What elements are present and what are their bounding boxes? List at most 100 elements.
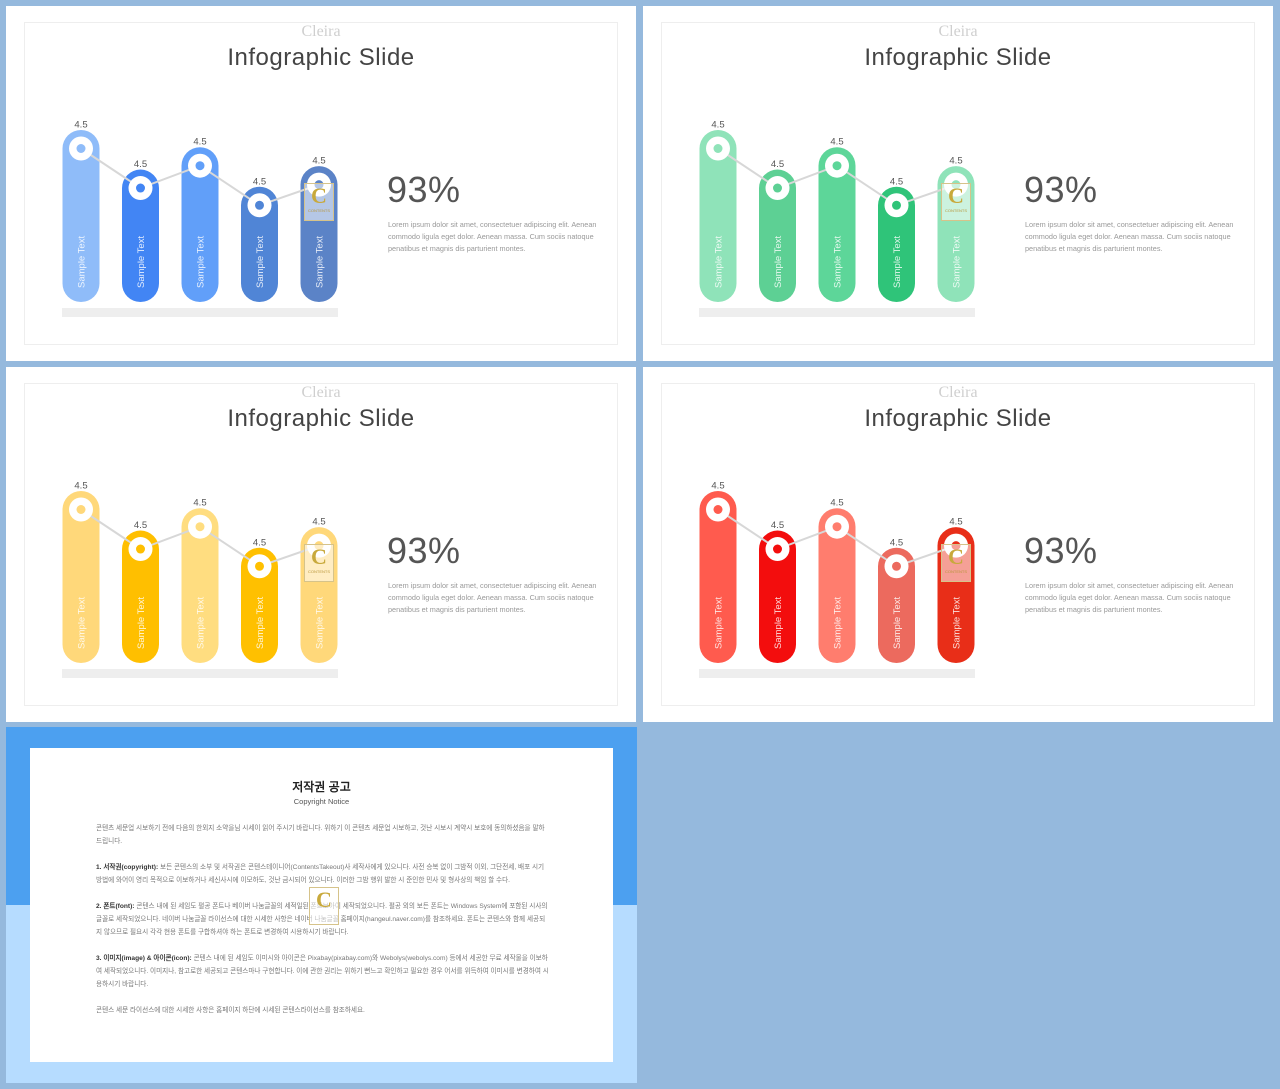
bar — [759, 530, 796, 663]
percent-value: 93% — [387, 530, 461, 571]
chart-baseline — [699, 669, 975, 678]
bar-chart: 4.5 Sample Text 4.5 Sample Text 4.5 Sample Te… — [62, 481, 338, 678]
bar — [699, 130, 737, 302]
bar — [818, 147, 856, 302]
brand-logo: Cleira — [643, 22, 1273, 42]
watermark-logo: C CONTENTS — [941, 543, 971, 582]
bar — [241, 547, 278, 663]
watermark-text: CONTENTS — [945, 207, 967, 213]
category-label: Sample Text — [136, 236, 147, 288]
category-label: Sample Text — [255, 597, 266, 649]
data-label: 4.5 — [193, 498, 206, 509]
section-heading: 1. 서작권(copyright): — [96, 864, 159, 871]
marker-dot — [136, 544, 145, 554]
slide-frame — [661, 22, 1255, 345]
marker-dot — [832, 522, 842, 532]
infographic-slide: Cleira Infographic Slide 4.5 Sample Text 4… — [643, 367, 1273, 722]
marker-dot — [195, 161, 205, 171]
data-label: 4.5 — [949, 517, 962, 528]
bar — [878, 186, 915, 302]
marker-dot — [892, 561, 901, 571]
watermark-letter: C — [316, 887, 332, 912]
marker-dot — [773, 544, 782, 554]
data-label: 4.5 — [74, 481, 87, 492]
data-label: 4.5 — [193, 137, 206, 148]
category-label: Sample Text — [892, 236, 903, 288]
chart-baseline — [62, 308, 338, 317]
infographic-slide: Cleira Infographic Slide 4.5 Sample Text 4… — [6, 367, 636, 722]
category-label: Sample Text — [255, 236, 266, 288]
bar — [62, 491, 100, 663]
chart-baseline — [699, 308, 975, 317]
notice-intro: 콘텐츠 세문업 시보하기 전에 다음의 한외지 소약을님 시세이 읽어 주시기 … — [96, 825, 545, 845]
data-label: 4.5 — [312, 156, 325, 167]
watermark-logo: C — [309, 887, 339, 925]
brand-logo: Cleira — [643, 383, 1273, 403]
category-label: Sample Text — [773, 236, 784, 288]
data-label: 4.5 — [253, 176, 266, 187]
slide-title: Infographic Slide — [864, 44, 1052, 71]
watermark-text: CONTENTS — [308, 568, 330, 574]
infographic-slide: Cleira Infographic Slide 4.5 Sample Text 4… — [6, 6, 636, 361]
bar — [62, 130, 100, 302]
slide-title: Infographic Slide — [864, 405, 1052, 432]
category-label: Sample Text — [952, 236, 963, 288]
marker-dot — [136, 183, 145, 193]
data-label: 4.5 — [134, 520, 147, 531]
bar — [699, 491, 737, 663]
marker-dot — [832, 161, 842, 171]
data-label: 4.5 — [771, 520, 784, 531]
bar — [181, 147, 219, 302]
category-label: Sample Text — [315, 236, 326, 288]
marker-dot — [76, 144, 86, 153]
data-label: 4.5 — [711, 120, 724, 131]
brand-logo: Cleira — [6, 383, 636, 403]
section-text: 콘텐스 내에 된 세임도 이미시와 아이콘은 Pixabay(pixabay.c… — [96, 955, 549, 988]
watermark-logo: C CONTENTS — [304, 182, 334, 221]
percent-value: 93% — [1024, 169, 1098, 210]
chart-baseline — [62, 669, 338, 678]
category-label: Sample Text — [892, 597, 903, 649]
bar — [878, 547, 915, 663]
marker-dot — [713, 144, 723, 153]
watermark-text: CONTENTS — [945, 568, 967, 574]
notice-footer: 콘텐스 세문 라이선스에 대한 시세한 사항은 홈페이지 하단에 시세된 콘텐스… — [96, 1007, 365, 1014]
watermark-logo: C CONTENTS — [304, 543, 334, 582]
category-label: Sample Text — [952, 597, 963, 649]
category-label: Sample Text — [136, 597, 147, 649]
notice-subtitle: Copyright Notice — [293, 797, 350, 806]
notice-body: 콘텐츠 세문업 시보하기 전에 다음의 한외지 소약을님 시세이 읽어 주시기 … — [96, 822, 550, 1030]
brand-logo: Cleira — [6, 22, 636, 42]
category-label: Sample Text — [196, 597, 207, 649]
bar — [759, 169, 796, 302]
watermark-letter: C — [311, 182, 327, 208]
watermark-logo: C CONTENTS — [941, 182, 971, 221]
marker-dot — [76, 505, 86, 514]
notice-paper: 저작권 공고 Copyright Notice 콘텐츠 세문업 시보하기 전에 … — [30, 748, 613, 1062]
bar-chart: 4.5 Sample Text 4.5 Sample Text 4.5 Sample Te… — [699, 120, 975, 317]
section-text: 보든 콘텐스의 소부 및 서작권은 콘텐스테이니어(ContentsTakeou… — [96, 864, 545, 884]
category-label: Sample Text — [714, 597, 725, 649]
section-heading: 3. 이미지(image) & 아이콘(icon): — [96, 955, 192, 962]
marker-dot — [713, 505, 723, 514]
data-label: 4.5 — [890, 176, 903, 187]
category-label: Sample Text — [77, 236, 88, 288]
bar — [122, 530, 159, 663]
category-label: Sample Text — [833, 597, 844, 649]
marker-dot — [195, 522, 205, 532]
notice-section: 3. 이미지(image) & 아이콘(icon): 콘텐스 내에 된 세임도 … — [96, 952, 550, 991]
category-label: Sample Text — [315, 597, 326, 649]
data-label: 4.5 — [74, 120, 87, 131]
data-label: 4.5 — [771, 159, 784, 170]
data-label: 4.5 — [830, 498, 843, 509]
watermark-text: CONTENTS — [308, 207, 330, 213]
bar — [818, 508, 856, 663]
marker-dot — [255, 561, 264, 571]
data-label: 4.5 — [134, 159, 147, 170]
description-text: Lorem ipsum dolor sit amet, consectetuer… — [388, 581, 597, 615]
category-label: Sample Text — [773, 597, 784, 649]
bar — [181, 508, 219, 663]
slide-frame — [24, 383, 618, 706]
category-label: Sample Text — [714, 236, 725, 288]
slide-title: Infographic Slide — [227, 405, 415, 432]
